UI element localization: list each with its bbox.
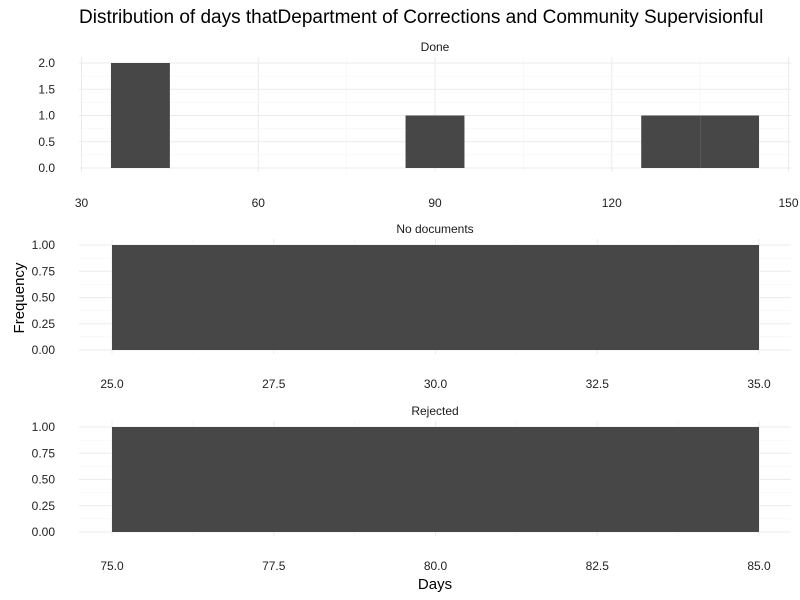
- facet-panels: Done 0.0 0.5 1.0 1.5 2.0 30 60 90 120 150 No docume…: [32, 40, 799, 573]
- y-tick-label: 1.00: [32, 238, 56, 252]
- y-tick-label: 0.25: [32, 499, 56, 513]
- x-tick-label: 85.0: [747, 559, 771, 573]
- histogram-bar: [405, 115, 465, 168]
- y-tick-label: 0.75: [32, 264, 56, 278]
- y-tick-label: 0.50: [32, 473, 56, 487]
- y-tick-label: 1.0: [38, 109, 55, 123]
- y-tick-label: 0.00: [32, 525, 56, 539]
- x-tick-label: 30: [75, 196, 89, 210]
- x-tick-label: 82.5: [586, 559, 610, 573]
- facet-strip-label: Done: [421, 40, 450, 54]
- y-tick-label: 0.25: [32, 317, 56, 331]
- x-tick-label: 77.5: [262, 559, 286, 573]
- histogram-bar: [641, 115, 701, 168]
- facet-panel: No documents 0.00 0.25 0.50 0.75 1.00 25.0 27.5…: [32, 222, 791, 391]
- x-tick-label: 35.0: [747, 377, 771, 391]
- chart-title: Distribution of days thatDepartment of C…: [79, 7, 763, 28]
- histogram-bar: [110, 63, 170, 168]
- y-tick-label: 1.00: [32, 420, 56, 434]
- x-tick-label: 60: [252, 196, 266, 210]
- histogram-bar: [112, 245, 759, 350]
- facet-strip-label: Rejected: [411, 404, 458, 418]
- x-tick-label: 150: [778, 196, 798, 210]
- x-tick-label: 30.0: [424, 377, 448, 391]
- y-tick-label: 0.75: [32, 446, 56, 460]
- facet-panel: Done 0.0 0.5 1.0 1.5 2.0 30 60 90 120 150: [38, 40, 799, 210]
- histogram-bar: [112, 427, 759, 532]
- x-tick-label: 27.5: [262, 377, 286, 391]
- x-axis-title: Days: [418, 576, 452, 593]
- facet-panel: Rejected 0.00 0.25 0.50 0.75 1.00 75.0 77.5 80.0…: [32, 404, 791, 573]
- y-tick-label: 2.0: [38, 56, 55, 70]
- x-tick-label: 120: [602, 196, 622, 210]
- y-tick-label: 0.00: [32, 343, 56, 357]
- y-axis-title: Frequency: [11, 262, 28, 333]
- x-tick-label: 80.0: [424, 559, 448, 573]
- y-tick-label: 0.5: [38, 135, 55, 149]
- y-tick-label: 0.0: [38, 161, 55, 175]
- facet-strip-label: No documents: [396, 222, 473, 236]
- x-tick-label: 75.0: [100, 559, 124, 573]
- y-tick-label: 0.50: [32, 291, 56, 305]
- x-tick-label: 32.5: [586, 377, 610, 391]
- x-tick-label: 90: [428, 196, 442, 210]
- histogram-bar: [700, 115, 760, 168]
- y-tick-label: 1.5: [38, 82, 55, 96]
- x-tick-label: 25.0: [100, 377, 124, 391]
